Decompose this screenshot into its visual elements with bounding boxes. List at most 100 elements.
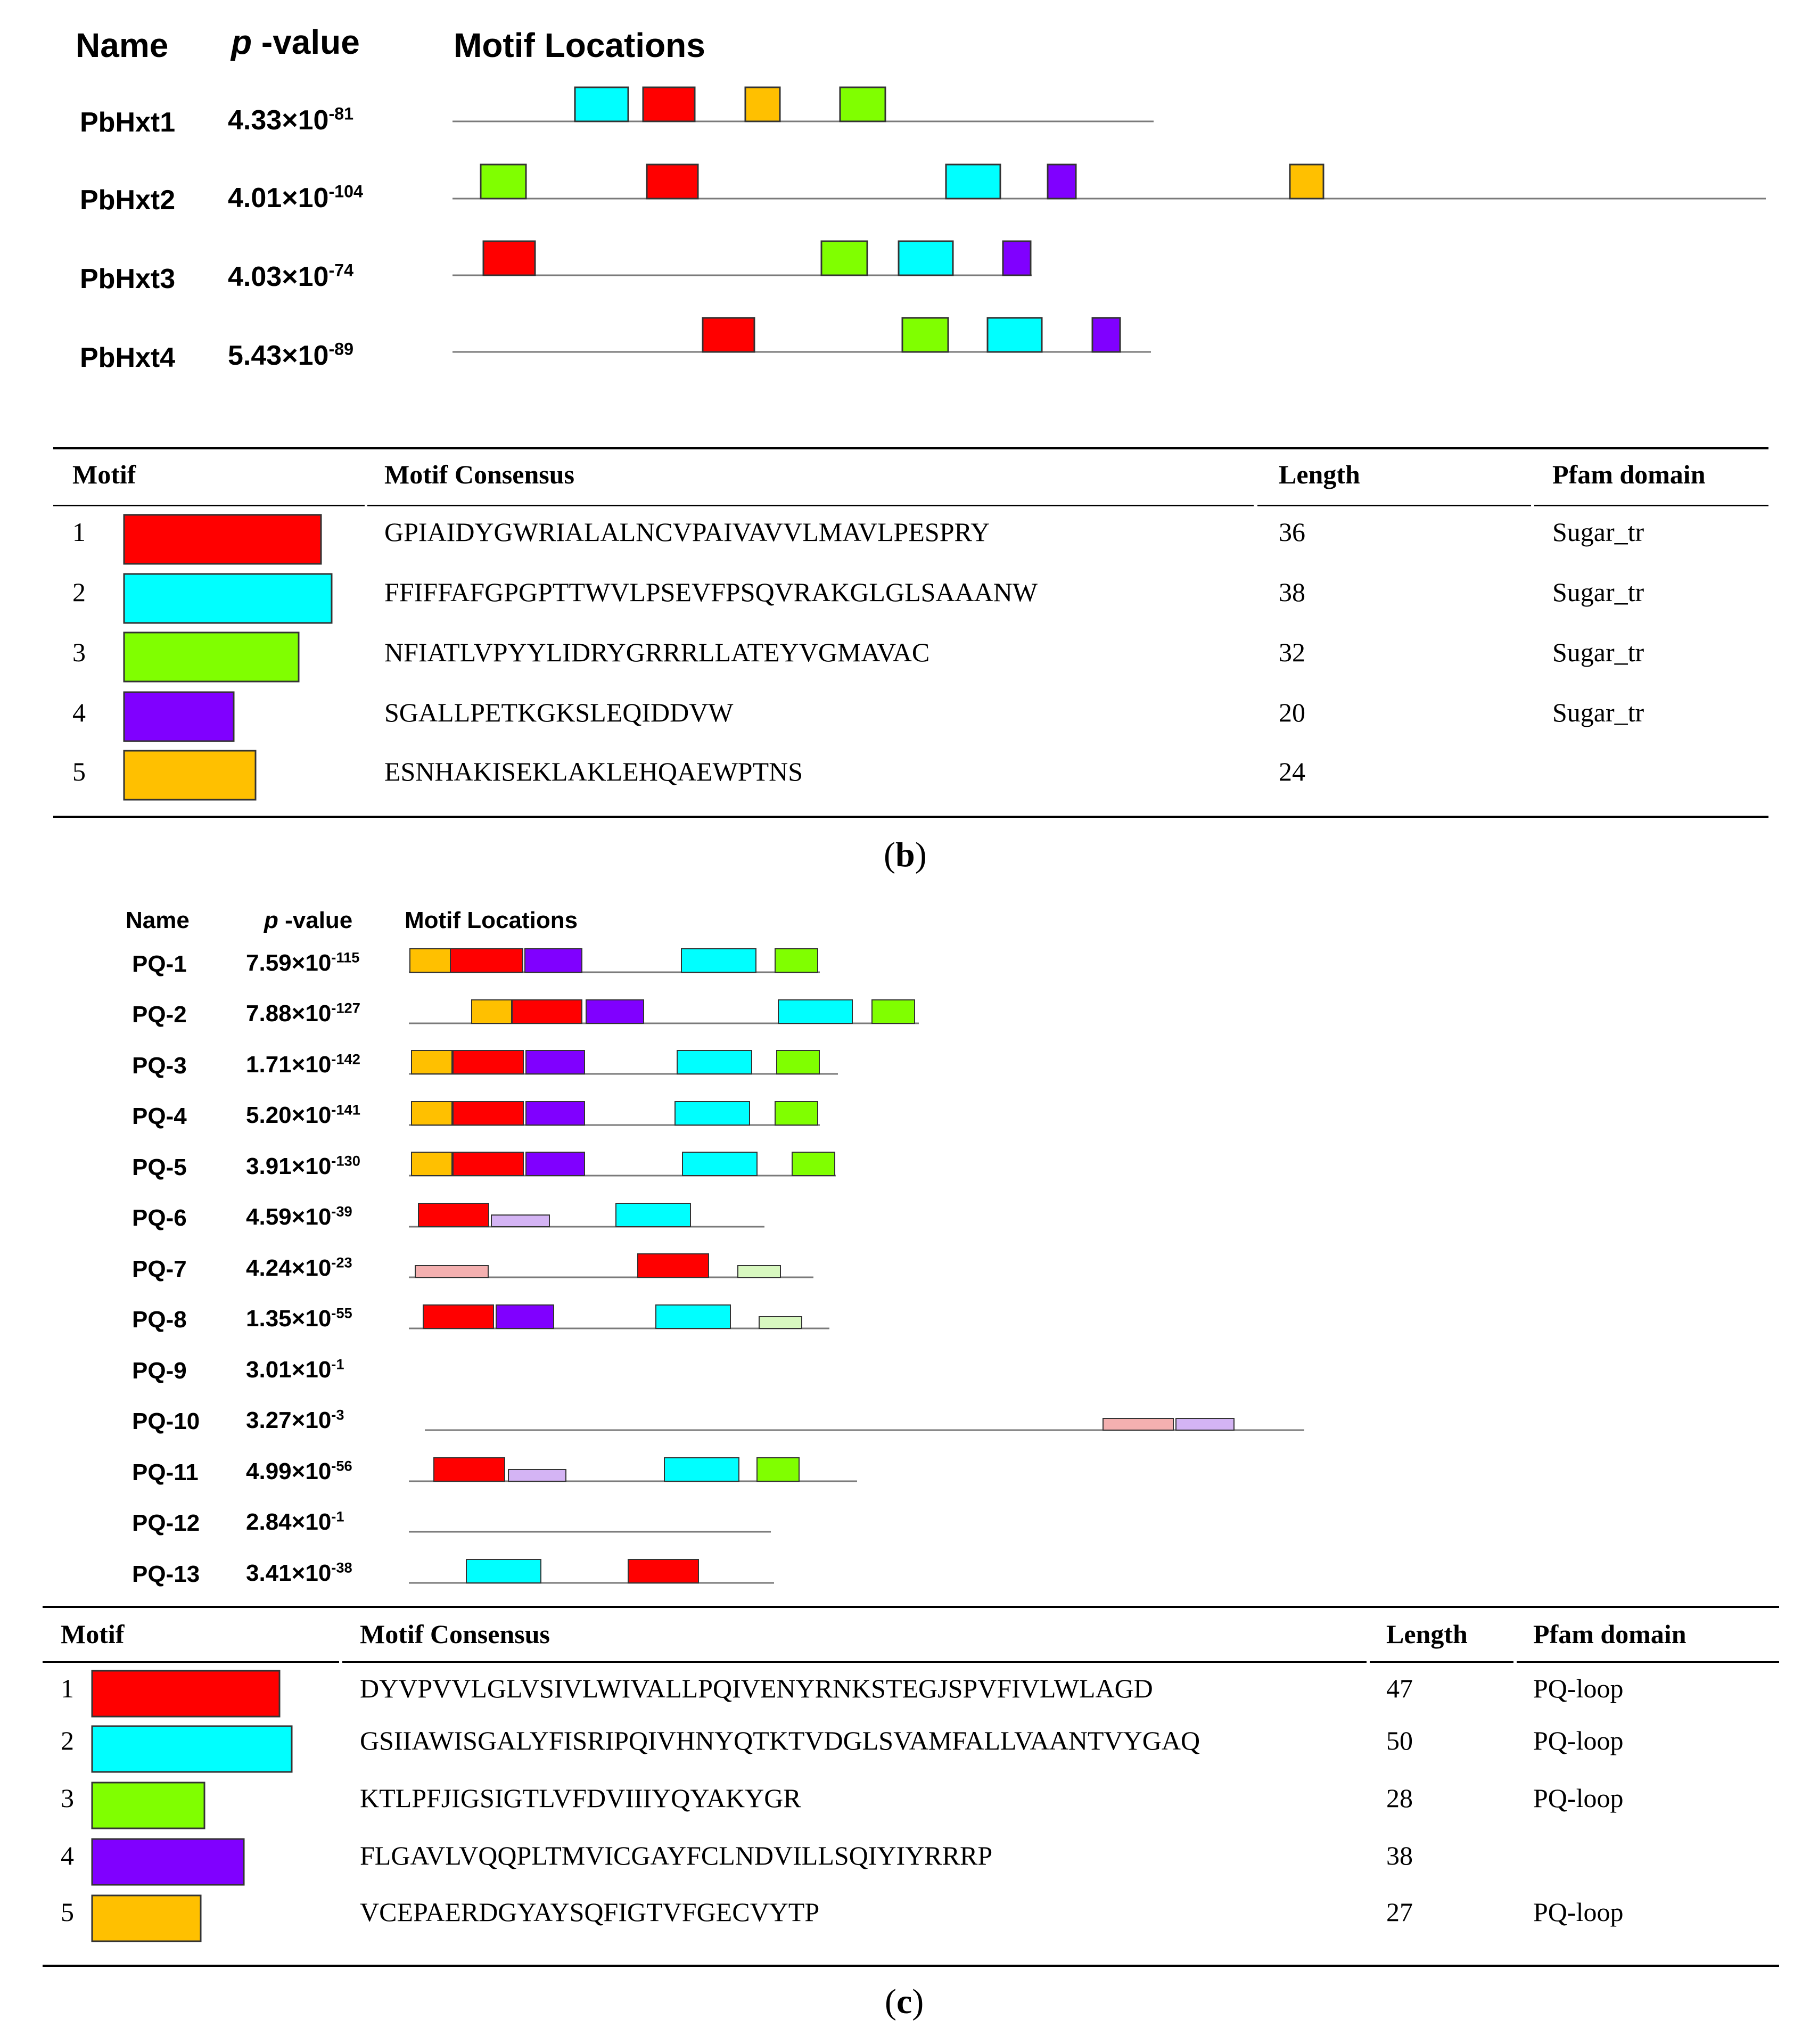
- b-motif-pfam: Sugar_tr: [1552, 517, 1644, 547]
- b-row-name: PbHxt3: [80, 264, 176, 294]
- b-row-pvalue: 4.03×10-74: [228, 260, 354, 292]
- b-motif-box-1: [482, 240, 536, 276]
- b-motif-consensus: NFIATLVPYYLIDRYGRRRLLATEYVGMAVAC: [384, 637, 930, 667]
- c-motif-box-pink: [415, 1265, 489, 1278]
- c-motif-box-2: [674, 1101, 750, 1126]
- c-motif-box-1: [512, 999, 582, 1024]
- c-motif-length: 38: [1386, 1841, 1413, 1870]
- c-motif-num: 2: [61, 1726, 74, 1755]
- b-motif-box-3: [480, 163, 527, 200]
- b-motif-box-4: [1091, 317, 1121, 353]
- b-motif-num: 2: [72, 577, 86, 607]
- c-row-name: PQ-13: [132, 1561, 200, 1587]
- c-motif-consensus: KTLPFJIGSIGTLVFDVIIIYQYAKYGR: [360, 1783, 801, 1813]
- b-row-pvalue: 5.43×10-89: [228, 339, 354, 371]
- c-row-name: PQ-12: [132, 1510, 200, 1536]
- c-motif-pfam: PQ-loop: [1533, 1673, 1624, 1703]
- b-motif-length: 24: [1279, 757, 1305, 786]
- c-motif-swatch-3: [91, 1782, 205, 1829]
- b-motif-swatch-1: [123, 514, 322, 565]
- c-motif-box-lavender: [1175, 1418, 1235, 1431]
- c-motif-box-1: [418, 1203, 489, 1227]
- c-row-name: PQ-7: [132, 1256, 187, 1282]
- b-row-pvalue: 4.33×10-81: [228, 104, 354, 136]
- c-motif-box-3: [775, 948, 818, 973]
- c-motif-box-lightgreen: [759, 1316, 802, 1329]
- c-motif-box-4: [524, 948, 582, 973]
- b-motif-num: 5: [72, 757, 86, 786]
- c-motif-box-3: [756, 1457, 800, 1482]
- c-th-length: Length: [1386, 1619, 1468, 1649]
- b-motif-swatch-4: [123, 691, 235, 742]
- b-table-header-rule: [53, 505, 365, 506]
- b-motif-length: 32: [1279, 637, 1305, 667]
- c-table-header-rule: [1370, 1661, 1513, 1663]
- c-motif-num: 1: [61, 1673, 74, 1703]
- b-motif-box-4: [1002, 240, 1032, 276]
- c-motif-length: 28: [1386, 1783, 1413, 1813]
- c-motif-swatch-5: [91, 1894, 202, 1942]
- b-motif-num: 3: [72, 637, 86, 667]
- c-motif-box-1: [423, 1304, 494, 1329]
- b-motif-length: 20: [1279, 697, 1305, 727]
- c-motif-length: 50: [1386, 1726, 1413, 1755]
- c-motif-box-1: [450, 948, 523, 973]
- c-motif-box-2: [466, 1559, 541, 1583]
- c-row-pvalue: 7.59×10-115: [246, 949, 360, 976]
- b-table-top-rule: [53, 447, 1768, 449]
- c-motif-num: 4: [61, 1841, 74, 1870]
- b-motif-box-1: [642, 86, 696, 122]
- b-motif-swatch-3: [123, 631, 300, 683]
- c-row-name: PQ-10: [132, 1408, 200, 1434]
- c-row-pvalue: 5.20×10-141: [246, 1101, 360, 1128]
- c-motif-box-3: [775, 1101, 818, 1126]
- c-motif-box-3: [792, 1152, 835, 1176]
- c-motif-box-4: [525, 1101, 585, 1126]
- c-motif-box-1: [628, 1559, 699, 1583]
- c-th-pfam: Pfam domain: [1533, 1619, 1686, 1649]
- c-motif-box-1: [452, 1050, 524, 1074]
- b-motif-consensus: GPIAIDYGWRIALALNCVPAIVAVVLMAVLPESPRY: [384, 517, 990, 547]
- c-motif-box-5: [411, 1152, 452, 1176]
- c-motif-swatch-2: [91, 1725, 293, 1773]
- c-row-pvalue: 4.99×10-56: [246, 1457, 352, 1484]
- c-motif-consensus: DYVPVVLGLVSIVLWIVALLPQIVENYRNKSTEGJSPVFI…: [360, 1673, 1153, 1703]
- b-table-header-rule: [367, 505, 1254, 506]
- c-motif-box-3: [871, 999, 915, 1024]
- b-motif-num: 4: [72, 697, 86, 727]
- b-motif-pfam: Sugar_tr: [1552, 577, 1644, 607]
- c-caption: (c): [885, 1982, 924, 2021]
- b-motif-box-2: [945, 163, 1001, 200]
- c-header-pvalue: p -value: [264, 907, 353, 933]
- c-motif-length: 27: [1386, 1897, 1413, 1927]
- c-row-name: PQ-11: [132, 1459, 199, 1485]
- c-row-pvalue: 2.84×10-1: [246, 1508, 344, 1535]
- b-motif-box-5: [744, 86, 781, 122]
- c-motif-box-lightgreen: [737, 1265, 781, 1278]
- c-row-pvalue: 3.27×10-3: [246, 1406, 344, 1433]
- c-motif-box-4: [586, 999, 644, 1024]
- b-table-header-rule: [1257, 505, 1531, 506]
- c-motif-box-1: [452, 1152, 524, 1176]
- c-motif-box-1: [452, 1101, 524, 1126]
- c-motif-box-5: [411, 1050, 452, 1074]
- b-motif-box-5: [1289, 163, 1324, 200]
- c-motif-box-2: [682, 1152, 758, 1176]
- c-motif-box-2: [664, 1457, 739, 1482]
- b-row-name: PbHxt1: [80, 107, 176, 138]
- b-header-pvalue: p -value: [231, 23, 360, 61]
- c-table-bottom-rule: [43, 1965, 1779, 1967]
- c-motif-box-lavender: [491, 1214, 550, 1227]
- c-motif-box-2: [655, 1304, 731, 1329]
- c-header-motif-locations: Motif Locations: [405, 907, 578, 933]
- b-motif-box-2: [898, 240, 954, 276]
- c-row-pvalue: 1.35×10-55: [246, 1304, 352, 1332]
- b-motif-box-3: [901, 317, 949, 353]
- b-table-bottom-rule: [53, 816, 1768, 818]
- c-motif-box-4: [525, 1152, 585, 1176]
- c-row-pvalue: 1.71×10-142: [246, 1050, 360, 1078]
- b-th-length: Length: [1279, 459, 1360, 489]
- c-motif-num: 3: [61, 1783, 74, 1813]
- c-row-name: PQ-6: [132, 1205, 187, 1231]
